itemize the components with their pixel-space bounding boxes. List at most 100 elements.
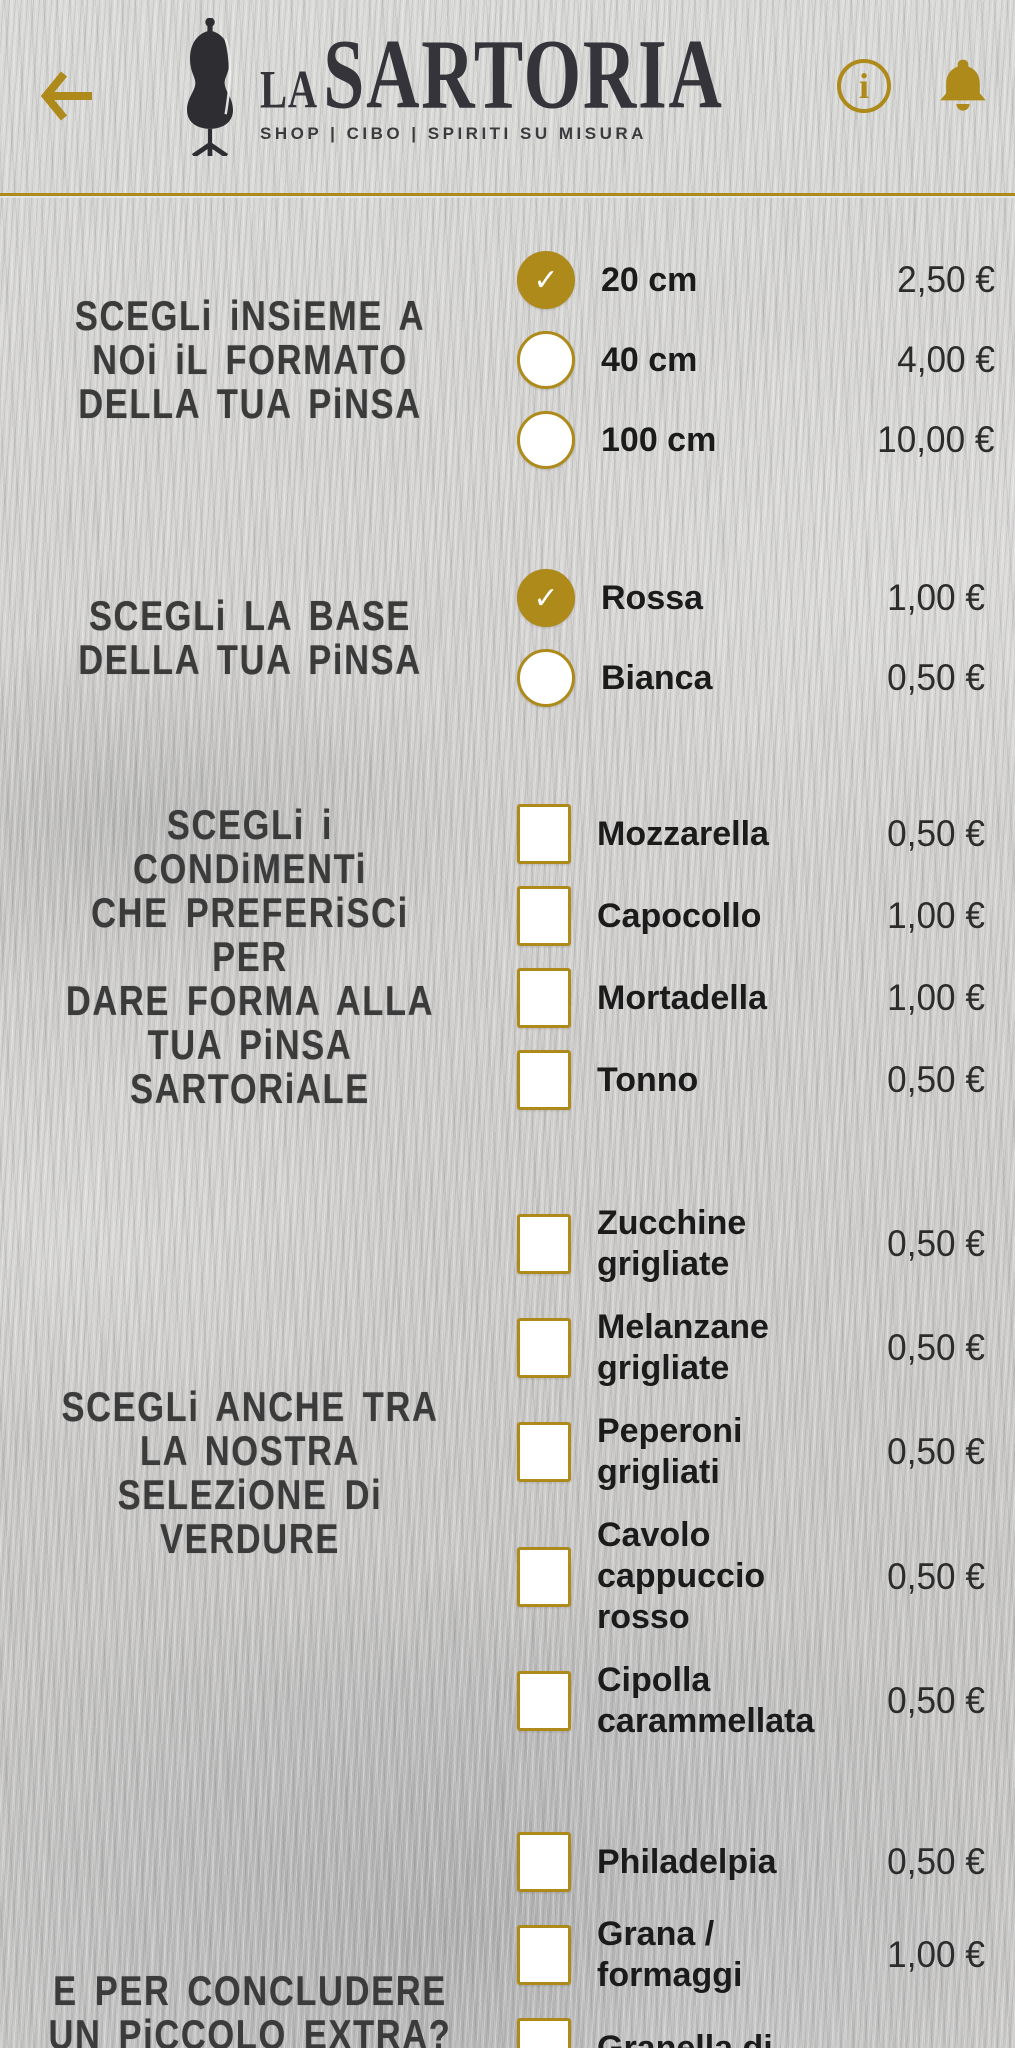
- option-row-peperoni-grigliati: Peperoni grigliati 0,50 €: [500, 1411, 985, 1493]
- section-options-extra: Philadelpia 0,50 € Grana / formaggi 1,00 € G…: [500, 1832, 1015, 2048]
- section-base: SCEGLi LA BASE DELLA TUA PiNSA ✓ Rossa 1,00…: [0, 569, 1015, 707]
- logo-title-large: SARTORIA: [323, 20, 724, 130]
- option-price: 0,50 €: [887, 813, 985, 854]
- option-row-tonno: Tonno 0,50 €: [500, 1050, 985, 1110]
- checkbox-cavolo-cappuccio-rosso[interactable]: [517, 1546, 571, 1607]
- logo-text: LASARTORIA SHOP | CIBO | SPIRITI SU MISU…: [260, 18, 787, 144]
- back-button[interactable]: [38, 66, 98, 126]
- option-label: Rossa: [601, 578, 704, 617]
- section-title-verdure: SCEGLi ANCHE TRA LA NOSTRA SELEZiONE Di …: [61, 1382, 439, 1562]
- option-row-melanzane-grigliate: Melanzane grigliate 0,50 €: [500, 1307, 985, 1389]
- option-row-grana-formaggi: Grana / formaggi 1,00 €: [500, 1914, 985, 1996]
- option-price: 0,50 €: [887, 1431, 985, 1472]
- radio-rossa[interactable]: ✓: [517, 569, 575, 627]
- option-row-mozzarella: Mozzarella 0,50 €: [500, 804, 985, 864]
- checkbox-capocollo[interactable]: [517, 886, 571, 946]
- check-icon: ✓: [533, 581, 559, 615]
- logo-title-small: LA: [260, 59, 318, 120]
- notifications-button[interactable]: [939, 58, 987, 114]
- section-title-base: SCEGLi LA BASE DELLA TUA PiNSA: [78, 592, 422, 683]
- option-label: Grana / formaggi: [597, 1915, 743, 1994]
- option-row-zucchine-grigliate: Zucchine grigliate 0,50 €: [500, 1203, 985, 1285]
- option-price: 10,00 €: [877, 419, 995, 460]
- option-row-40-cm: 40 cm 4,00 €: [500, 331, 994, 389]
- option-row-granella-di: Granella di: [500, 2018, 985, 2048]
- section-options-base: ✓ Rossa 1,00 € Bianca 0,50 €: [500, 569, 1015, 707]
- option-label: Granella di: [597, 2028, 773, 2048]
- check-icon: ✓: [533, 263, 559, 297]
- option-label: Philadelpia: [597, 1842, 777, 1881]
- option-label: Mortadella: [597, 978, 768, 1017]
- checkbox-melanzane-grigliate[interactable]: [517, 1318, 571, 1378]
- header-icons: i: [837, 58, 987, 114]
- option-label: Bianca: [601, 658, 713, 697]
- option-row-20-cm: ✓ 20 cm 2,50 €: [500, 251, 994, 309]
- checkbox-zucchine-grigliate[interactable]: [517, 1214, 571, 1274]
- option-label: Cavolo cappuccio rosso: [597, 1516, 766, 1636]
- sections: SCEGLi iNSiEME A NOi iL FORMATO DELLA TU…: [0, 251, 1015, 2048]
- option-row-100-cm: 100 cm 10,00 €: [500, 411, 994, 469]
- option-row-philadelpia: Philadelpia 0,50 €: [500, 1832, 985, 1892]
- info-button[interactable]: i: [837, 59, 891, 113]
- section-title-formato: SCEGLi iNSiEME A NOi iL FORMATO DELLA TU…: [74, 292, 426, 427]
- option-price: 0,50 €: [887, 1841, 985, 1882]
- option-row-mortadella: Mortadella 1,00 €: [500, 968, 985, 1028]
- radio-100-cm[interactable]: [517, 411, 575, 469]
- option-label: 100 cm: [601, 420, 717, 459]
- section-extra: E PER CONCLUDERE UN PiCCOLO EXTRA? Philad…: [0, 1832, 1015, 2048]
- radio-20-cm[interactable]: ✓: [517, 251, 575, 309]
- option-price: 0,50 €: [887, 657, 985, 698]
- option-label: Melanzane grigliate: [597, 1308, 769, 1387]
- option-row-capocollo: Capocollo 1,00 €: [500, 886, 985, 946]
- header: LASARTORIA SHOP | CIBO | SPIRITI SU MISU…: [0, 0, 1015, 198]
- option-row-cipolla-carammellata: Cipolla carammellata 0,50 €: [500, 1660, 985, 1742]
- section-formato: SCEGLi iNSiEME A NOi iL FORMATO DELLA TU…: [0, 251, 1015, 469]
- section-verdure: SCEGLi ANCHE TRA LA NOSTRA SELEZiONE Di …: [0, 1203, 1015, 1742]
- option-price: 0,50 €: [887, 1680, 985, 1721]
- section-title-condimenti: SCEGLi i CONDiMENTi CHE PREFERiSCi PER D…: [65, 801, 435, 1112]
- option-label: Peperoni grigliati: [597, 1412, 743, 1491]
- bell-icon: [940, 59, 986, 111]
- section-condimenti: SCEGLi i CONDiMENTi CHE PREFERiSCi PER D…: [0, 803, 1015, 1111]
- checkbox-peperoni-grigliati[interactable]: [517, 1422, 571, 1482]
- option-label: Capocollo: [597, 896, 762, 935]
- option-row-bianca: Bianca 0,50 €: [500, 649, 985, 707]
- radio-bianca[interactable]: [517, 649, 575, 707]
- option-label: Mozzarella: [597, 814, 769, 853]
- checkbox-mortadella[interactable]: [517, 968, 571, 1028]
- checkbox-mozzarella[interactable]: [517, 804, 571, 864]
- option-row-rossa: ✓ Rossa 1,00 €: [500, 569, 985, 627]
- option-price: 1,00 €: [887, 577, 985, 618]
- radio-40-cm[interactable]: [517, 331, 575, 389]
- option-row-cavolo-cappuccio-rosso: Cavolo cappuccio rosso 0,50 €: [500, 1515, 985, 1638]
- option-label: Cipolla carammellata: [597, 1661, 815, 1740]
- section-options-verdure: Zucchine grigliate 0,50 € Melanzane grigli…: [500, 1203, 1015, 1742]
- option-price: 1,00 €: [887, 895, 985, 936]
- option-price: 1,00 €: [887, 977, 985, 1018]
- header-divider-highlight: [0, 196, 1015, 198]
- section-options-formato: ✓ 20 cm 2,50 € 40 cm 4,00 € 100 cm 10,00 €: [500, 251, 1015, 469]
- option-price: 4,00 €: [896, 339, 995, 380]
- option-price: 0,50 €: [887, 1327, 985, 1368]
- checkbox-grana-formaggi[interactable]: [517, 1925, 571, 1985]
- option-price: 0,50 €: [887, 1555, 985, 1597]
- option-label: Zucchine grigliate: [597, 1204, 747, 1283]
- checkbox-philadelpia[interactable]: [517, 1832, 571, 1892]
- option-price: 1,00 €: [887, 1934, 985, 1975]
- option-price: 0,50 €: [887, 1223, 985, 1264]
- checkbox-granella-di[interactable]: [517, 2018, 571, 2048]
- mannequin-icon: [187, 18, 233, 156]
- option-label: Tonno: [597, 1060, 699, 1099]
- option-label: 40 cm: [601, 340, 698, 379]
- section-options-condimenti: Mozzarella 0,50 € Capocollo 1,00 € Mortadell…: [500, 804, 1015, 1110]
- option-price: 0,50 €: [887, 1059, 985, 1100]
- logo: LASARTORIA SHOP | CIBO | SPIRITI SU MISU…: [178, 18, 787, 156]
- section-title-extra: E PER CONCLUDERE UN PiCCOLO EXTRA?: [48, 1967, 452, 2048]
- option-price: 2,50 €: [896, 259, 995, 300]
- option-label: 20 cm: [601, 260, 698, 299]
- logo-title: LASARTORIA: [260, 25, 724, 125]
- checkbox-cipolla-carammellata[interactable]: [517, 1671, 571, 1731]
- checkbox-tonno[interactable]: [517, 1050, 571, 1110]
- arrow-left-icon: [40, 71, 92, 121]
